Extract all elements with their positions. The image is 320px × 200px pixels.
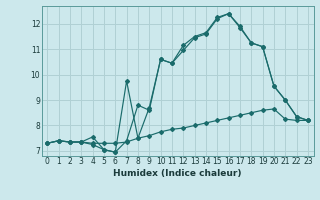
X-axis label: Humidex (Indice chaleur): Humidex (Indice chaleur) bbox=[113, 169, 242, 178]
